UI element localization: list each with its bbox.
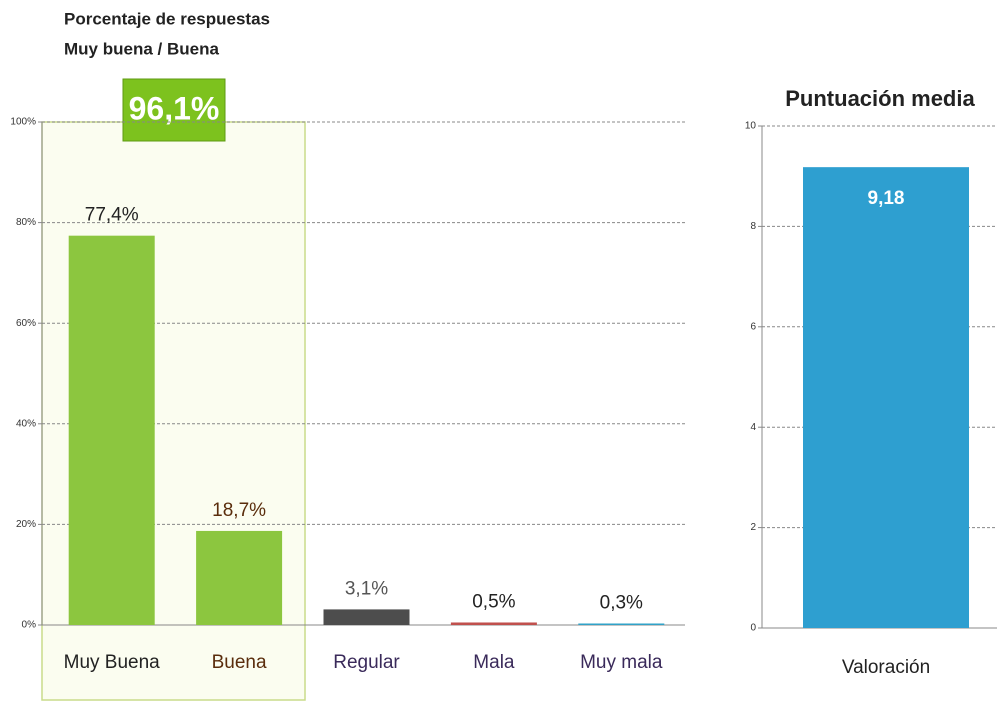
y-tick-label: 4 bbox=[750, 422, 756, 433]
y-tick-label: 10 bbox=[745, 121, 757, 132]
y-tick-label: 80% bbox=[16, 217, 36, 228]
y-tick-label: 6 bbox=[750, 321, 756, 332]
y-tick-label: 40% bbox=[16, 418, 36, 429]
chart-title: Puntuación media bbox=[785, 86, 975, 111]
value-label: 9,18 bbox=[868, 188, 905, 209]
y-tick-label: 100% bbox=[10, 117, 36, 128]
bar bbox=[578, 623, 665, 625]
x-tick-label: Regular bbox=[333, 652, 400, 673]
bar bbox=[450, 622, 537, 625]
x-tick-label: Buena bbox=[212, 652, 267, 673]
y-tick-label: 60% bbox=[16, 318, 36, 329]
value-label: 0,3% bbox=[600, 593, 643, 614]
bar bbox=[323, 609, 410, 625]
x-tick-label: Valoración bbox=[842, 657, 930, 678]
y-tick-label: 2 bbox=[750, 522, 756, 533]
y-tick-label: 0% bbox=[22, 620, 37, 631]
y-tick-label: 20% bbox=[16, 519, 36, 530]
y-tick-label: 0 bbox=[750, 623, 756, 634]
chart-title: Porcentaje de respuestas bbox=[64, 9, 270, 28]
x-tick-label: Muy Buena bbox=[64, 652, 161, 673]
bar bbox=[68, 235, 155, 626]
value-label: 18,7% bbox=[212, 500, 266, 521]
bar bbox=[196, 530, 283, 625]
bar bbox=[803, 167, 969, 628]
x-tick-label: Muy mala bbox=[580, 652, 663, 673]
value-label: 3,1% bbox=[345, 578, 388, 599]
annotation-box bbox=[122, 78, 226, 142]
annotation: 96,1% bbox=[129, 90, 220, 126]
y-tick-label: 8 bbox=[750, 221, 756, 232]
chart-subtitle: Muy buena / Buena bbox=[64, 39, 219, 58]
value-label: 77,4% bbox=[85, 205, 139, 226]
value-label: 0,5% bbox=[472, 592, 515, 613]
x-tick-label: Mala bbox=[473, 652, 515, 673]
